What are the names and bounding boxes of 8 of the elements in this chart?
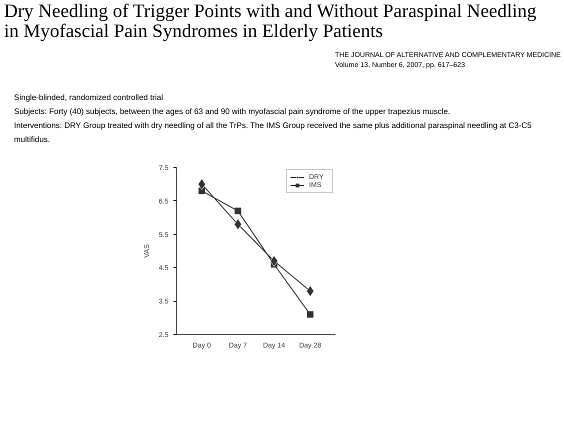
text: Subjects: Forty (40) subjects, between the ages of 63 and 90 with myofascial pain syndrome of the upper trapezius muscle. [14, 107, 450, 116]
point [198, 178, 206, 190]
text: Single-blinded, randomized controlled trial [14, 93, 163, 102]
chart-title: Dry Needling of Trigger Points with and Without Paraspinal Needling in Myofascial Pain Syndromes in Elderly Patients [4, 1, 538, 42]
point [306, 311, 314, 318]
text: Interventions: DRY Group treated with dry needling of all the TrPs. The IMS Group received the same plus additional paraspinal needling at C3-C5 multifidus. [14, 121, 532, 144]
point [234, 208, 242, 214]
point [306, 285, 314, 297]
